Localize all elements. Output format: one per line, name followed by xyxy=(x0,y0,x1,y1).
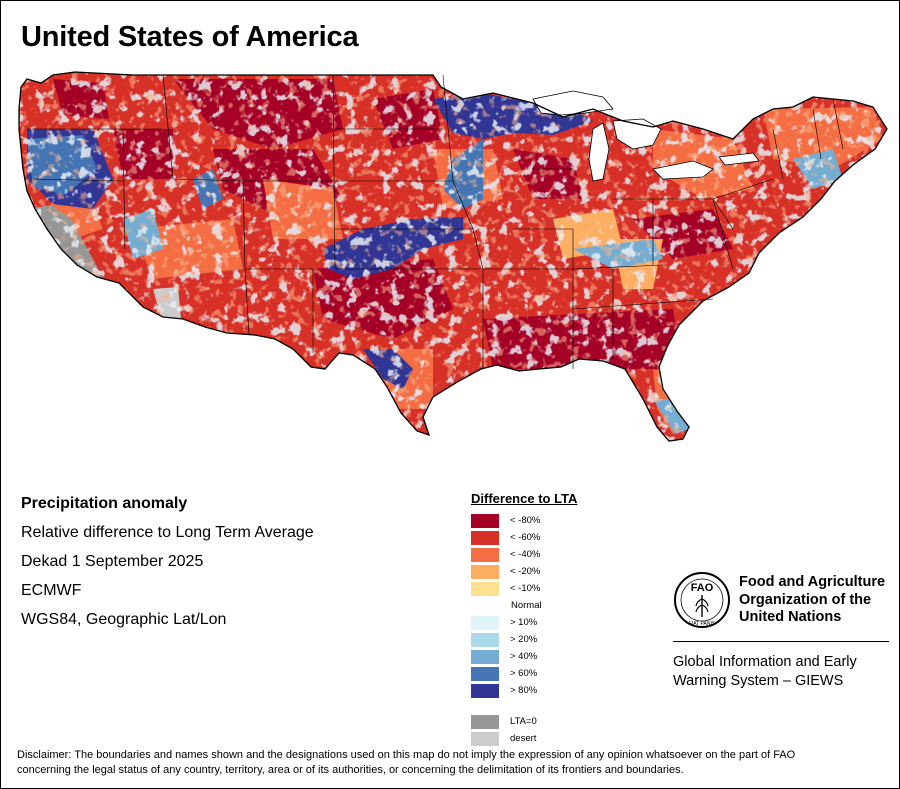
disclaimer: Disclaimer: The boundaries and names sho… xyxy=(17,748,887,778)
legend-swatch xyxy=(471,649,499,664)
info-period: Dekad 1 September 2025 xyxy=(21,553,204,570)
legend-item: < -20% xyxy=(471,563,611,580)
map-title: United States of America xyxy=(21,21,359,53)
legend-label: > 20% xyxy=(510,634,538,645)
legend-title: Difference to LTA xyxy=(471,491,578,506)
legend-label: desert xyxy=(510,733,537,744)
legend-item: > 80% xyxy=(471,682,611,699)
precipitation-map xyxy=(18,71,888,442)
legend-normal-label: Normal xyxy=(511,600,542,611)
legend-item: > 40% xyxy=(471,648,611,665)
legend-label: LTA=0 xyxy=(510,716,537,727)
fao-logo-motto: FIAT PANIS xyxy=(689,621,716,627)
legend-label: > 60% xyxy=(510,668,538,679)
giews-line2: Warning System – GIEWS xyxy=(673,673,844,689)
fao-divider xyxy=(673,641,889,642)
giews-line1: Global Information and Early xyxy=(673,654,857,670)
legend-swatch xyxy=(471,632,499,647)
info-source: ECMWF xyxy=(21,582,82,599)
legend-item: > 10% xyxy=(471,614,611,631)
legend-item: > 60% xyxy=(471,665,611,682)
disclaimer-line2: concerning the legal status of any count… xyxy=(17,764,684,776)
legend-swatch xyxy=(471,615,499,630)
fao-name-line2: Organization of the xyxy=(739,591,872,608)
legend-swatch xyxy=(471,714,499,729)
legend-label: < -10% xyxy=(510,583,541,594)
legend-swatch xyxy=(471,683,499,698)
legend-swatch xyxy=(471,581,499,596)
giews-name: Global Information and Early Warning Sys… xyxy=(673,653,893,691)
legend-item: > 20% xyxy=(471,631,611,648)
legend-item: < -10% xyxy=(471,580,611,597)
disclaimer-line1: Disclaimer: The boundaries and names sho… xyxy=(17,749,796,761)
legend-item: LTA=0 xyxy=(471,713,611,730)
map-info: Precipitation anomaly Relative differenc… xyxy=(21,495,314,629)
legend-label: > 10% xyxy=(510,617,538,628)
legend-label: < -40% xyxy=(510,549,541,560)
legend-item: desert xyxy=(471,730,611,747)
fao-name-line3: United Nations xyxy=(739,609,842,625)
legend-swatch xyxy=(471,547,499,562)
legend-label: > 40% xyxy=(510,651,538,662)
legend-swatch xyxy=(471,666,499,681)
info-description: Relative difference to Long Term Average xyxy=(21,524,314,541)
legend-swatch xyxy=(471,513,499,528)
legend-label: < -60% xyxy=(510,532,541,543)
info-projection: WGS84, Geographic Lat/Lon xyxy=(21,611,227,628)
fao-logo-icon: FAO FIAT PANIS xyxy=(674,572,730,628)
fao-logo-text: FAO xyxy=(691,582,714,594)
legend-swatch xyxy=(471,731,499,746)
legend-item: < -60% xyxy=(471,529,611,546)
legend-label: < -20% xyxy=(510,566,541,577)
legend-swatch xyxy=(471,530,499,545)
fao-name-line1: Food and Agriculture xyxy=(739,574,886,590)
info-heading: Precipitation anomaly xyxy=(21,495,188,512)
fao-name: Food and Agriculture Organization of the… xyxy=(739,574,899,627)
legend-swatch xyxy=(471,564,499,579)
legend-label: > 80% xyxy=(510,685,538,696)
legend-label: < -80% xyxy=(510,515,541,526)
legend-item: < -80% xyxy=(471,512,611,529)
legend: Difference to LTA < -80% < -60% < -40% < -2… xyxy=(471,491,611,747)
legend-item: < -40% xyxy=(471,546,611,563)
